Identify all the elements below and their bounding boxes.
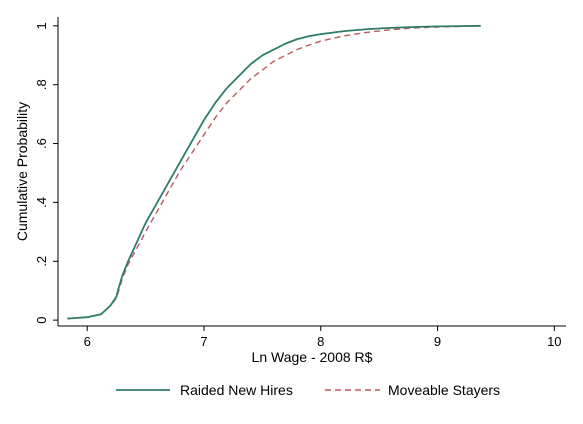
y-tick-label: .2	[34, 256, 49, 267]
axes	[57, 17, 566, 327]
x-tick-label: 6	[84, 334, 91, 349]
x-tick-label: 8	[317, 334, 324, 349]
y-axis-title: Cumulative Probability	[14, 102, 30, 241]
y-tick-label: 1	[34, 22, 49, 29]
y-tick-label: .4	[34, 197, 49, 208]
y-tick-label: .8	[34, 79, 49, 90]
y-tick-label: 0	[34, 316, 49, 323]
series-layer	[67, 24, 481, 320]
legend: Raided New Hires Moveable Stayers	[116, 382, 500, 398]
series-line-moveable-stayers	[67, 25, 481, 320]
legend-label-raided-new-hires: Raided New Hires	[180, 382, 293, 398]
x-tick-label: 9	[434, 334, 441, 349]
x-ticks: 6 7 8 9 10	[84, 326, 562, 349]
x-tick-label: 10	[547, 334, 561, 349]
y-ticks: 0 .2 .4 .6 .8 1	[34, 22, 58, 324]
x-tick-label: 7	[200, 334, 207, 349]
legend-label-moveable-stayers: Moveable Stayers	[388, 382, 500, 398]
series-line-raided-new-hires	[67, 24, 481, 320]
x-axis-title: Ln Wage - 2008 R$	[252, 349, 373, 365]
y-tick-label: .6	[34, 138, 49, 149]
